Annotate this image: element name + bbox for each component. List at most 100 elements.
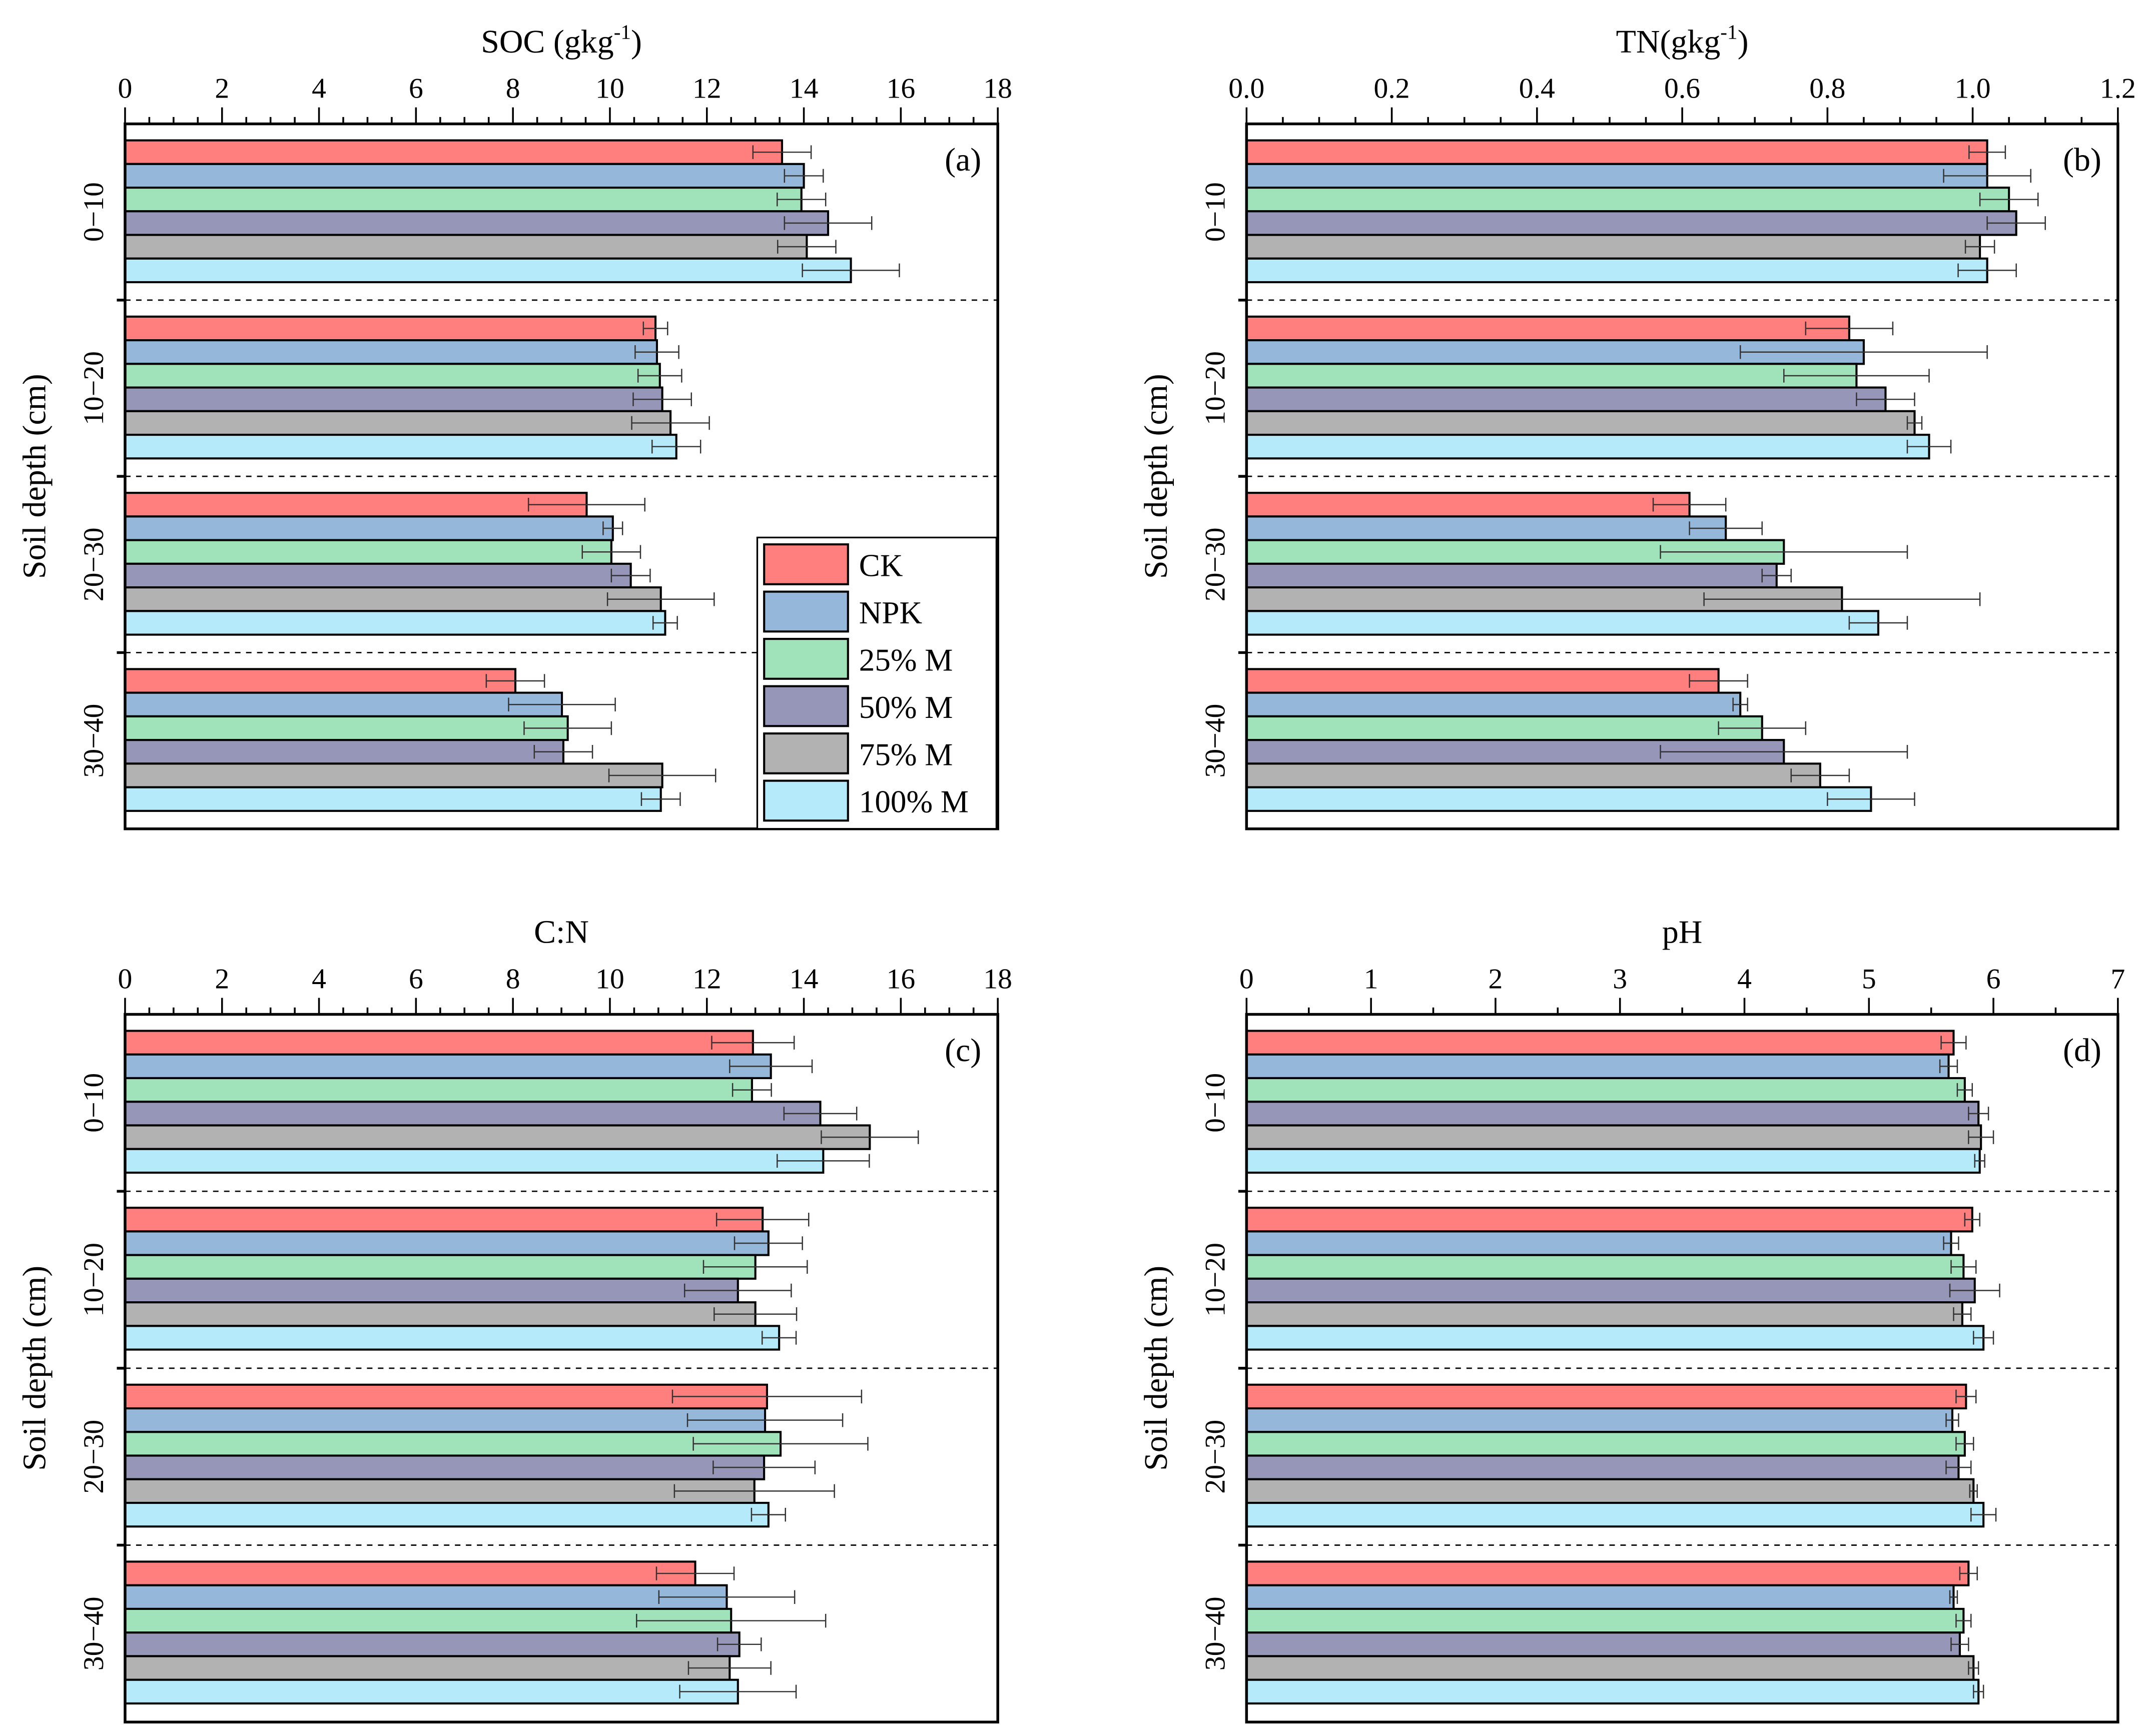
x-tick-label: 18	[983, 73, 1012, 104]
bar-npk	[1245, 515, 1727, 541]
bar-25m	[1245, 1254, 1965, 1280]
bar-75m	[1245, 1301, 1963, 1327]
legend-label: CK	[859, 548, 903, 583]
bar-25m	[124, 1607, 733, 1634]
bar-25m	[124, 715, 569, 741]
bar-100m	[124, 257, 852, 284]
bar-100m	[124, 610, 666, 636]
y-axis-label: Soil depth (cm)	[1138, 1266, 1174, 1471]
chart-title-superscript: -1	[1720, 20, 1737, 43]
bar-npk	[1245, 1230, 1952, 1256]
bar-25m	[1245, 186, 2010, 213]
bar-100m	[1245, 1325, 1985, 1351]
bar-ck	[1245, 1383, 1967, 1410]
bar-25m	[1245, 715, 1763, 741]
x-tick-label: 2	[215, 73, 229, 104]
bar-100m	[124, 1148, 825, 1174]
bar-75m	[124, 762, 663, 788]
x-tick-label: 14	[790, 73, 819, 104]
x-tick-label: 4	[312, 963, 326, 995]
depth-group-label: 0−10	[78, 1073, 110, 1133]
bar-50m	[124, 386, 663, 412]
bar-npk	[1245, 1053, 1950, 1080]
bar-75m	[124, 1124, 871, 1150]
bar-25m	[124, 186, 803, 213]
x-tick-label: 14	[790, 963, 819, 995]
legend-label: 25% M	[859, 642, 953, 677]
bar-npk	[1245, 1407, 1954, 1433]
bar-npk	[124, 691, 563, 717]
bar-75m	[124, 234, 808, 260]
chart-title-main: pH	[1662, 914, 1703, 951]
bar-75m	[1245, 1655, 1975, 1681]
x-tick-label: 6	[1986, 963, 2001, 995]
bar-100m	[1245, 1148, 1981, 1174]
depth-group-label: 20−30	[78, 1420, 110, 1494]
bar-ck	[124, 668, 517, 694]
bar-100m	[124, 1325, 781, 1351]
bar-ck	[1245, 1207, 1973, 1233]
depth-group-label: 20−30	[1199, 527, 1231, 601]
plot-frame	[124, 122, 999, 830]
bar-75m	[124, 1478, 756, 1504]
depth-group-label: 30−40	[78, 704, 110, 778]
bar-75m	[124, 1655, 731, 1681]
depth-group-label: 10−20	[1199, 1243, 1231, 1317]
x-tick-label: 18	[983, 963, 1012, 995]
chart-title-main: SOC (gkg	[481, 24, 613, 60]
bar-npk	[124, 339, 658, 365]
bar-25m	[124, 363, 661, 389]
plot-frame	[124, 1013, 999, 1723]
depth-group-label: 20−30	[78, 527, 110, 601]
bar-ck	[1245, 668, 1720, 694]
depth-group-label: 0−10	[78, 182, 110, 242]
bar-75m	[1245, 410, 1916, 436]
x-tick-label: 0.2	[1374, 73, 1410, 104]
bar-50m	[124, 1277, 739, 1304]
bar-npk	[1245, 163, 1988, 189]
bar-ck	[1245, 492, 1691, 518]
x-tick-label: 1	[1364, 963, 1378, 995]
x-tick-label: 5	[1862, 963, 1876, 995]
x-tick-label: 6	[409, 73, 423, 104]
bar-100m	[1245, 610, 1879, 636]
panel-a: SOC (gkg-1) 0 2 4 6 8 10 12 14 16 18 0−10 10−20 20−30…	[17, 20, 1012, 830]
bar-npk	[1245, 1584, 1955, 1610]
legend-swatch	[763, 638, 849, 680]
x-tick-label: 0.8	[1809, 73, 1845, 104]
bar-ck	[124, 1560, 696, 1586]
legend-label: 75% M	[859, 737, 953, 772]
bar-50m	[124, 562, 632, 589]
bar-ck	[124, 1207, 764, 1233]
bar-100m	[124, 1678, 739, 1704]
bar-npk	[124, 1584, 728, 1610]
x-tick-label: 4	[1737, 963, 1752, 995]
bar-100m	[1245, 257, 1988, 284]
bar-ck	[124, 1383, 768, 1410]
bar-ck	[1245, 1030, 1955, 1056]
y-axis-label: Soil depth (cm)	[17, 1266, 53, 1471]
bar-50m	[124, 739, 565, 765]
panel-d: pH 0 1 2 3 4 5 6 7 0−10 10−20 20−30 30−40 Soil depth …	[1138, 914, 2125, 1723]
bar-75m	[1245, 1124, 1982, 1150]
legend-swatch	[763, 543, 849, 585]
x-tick-label: 1.0	[1955, 73, 1991, 104]
panel-b: TN(gkg-1) 0.0 0.2 0.4 0.6 0.8 1.0 1.2 0−10 10−20 2…	[1138, 20, 2136, 830]
legend-label: 100% M	[859, 784, 969, 819]
bar-75m	[124, 1301, 757, 1327]
bar-25m	[124, 1431, 782, 1457]
bar-50m	[1245, 562, 1778, 589]
bar-100m	[1245, 786, 1872, 812]
y-axis-label: Soil depth (cm)	[17, 374, 53, 579]
depth-group-label: 30−40	[78, 1596, 110, 1670]
bar-npk	[124, 1230, 770, 1256]
x-tick-label: 8	[506, 73, 520, 104]
chart-title: TN(gkg-1)	[1616, 20, 1749, 60]
chart-title: SOC (gkg-1)	[481, 20, 642, 60]
bar-50m	[1245, 210, 2017, 236]
bar-75m	[1245, 234, 1981, 260]
x-tick-label: 16	[887, 73, 916, 104]
bar-25m	[1245, 1431, 1966, 1457]
bar-100m	[1245, 1678, 1980, 1704]
legend-label: NPK	[859, 595, 922, 630]
